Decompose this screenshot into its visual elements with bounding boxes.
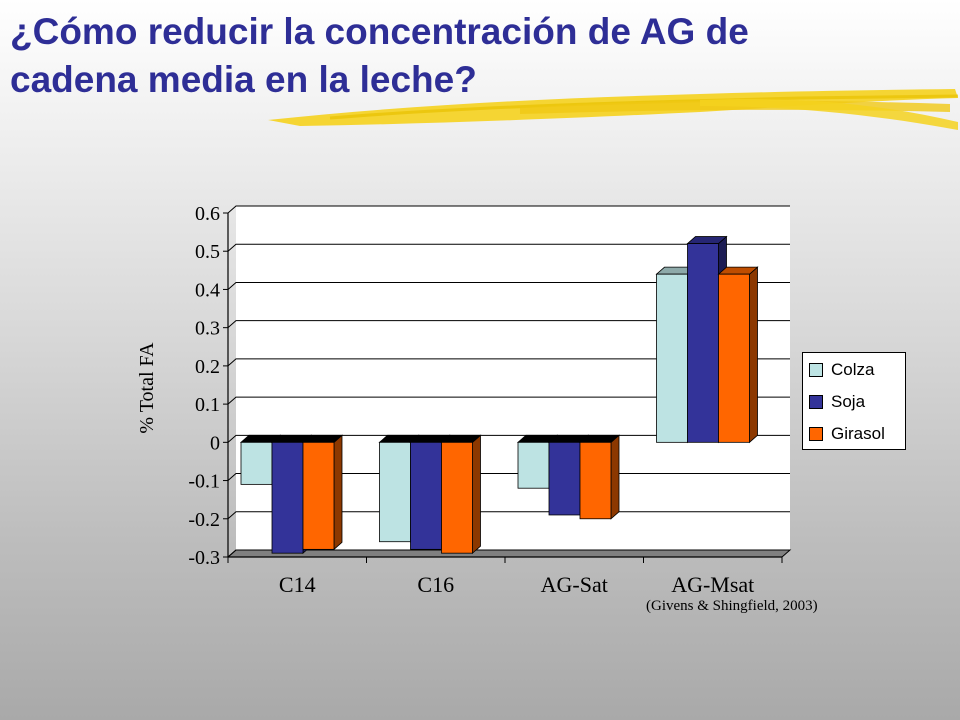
- bar-soja-ag-msat: [687, 243, 719, 443]
- gridline: [227, 281, 790, 290]
- gridline: [227, 549, 790, 558]
- bar-girasol-ag-sat-side: [610, 434, 620, 520]
- legend-item-colza: Colza: [809, 359, 874, 381]
- legend-item-girasol: Girasol: [809, 423, 885, 445]
- legend-swatch-colza: [809, 363, 823, 377]
- y-tick-label: -0.3: [188, 547, 220, 569]
- x-category-label: C16: [417, 572, 454, 597]
- gridline: [227, 358, 790, 367]
- legend-item-soja: Soja: [809, 391, 865, 413]
- slide-title-line-1: ¿Cómo reducir la concentración de AG de: [10, 11, 749, 52]
- gridline: [227, 243, 790, 252]
- bar-girasol-ag-sat: [579, 441, 612, 520]
- title-underline-decoration: [268, 89, 959, 130]
- x-category-label: C14: [279, 572, 316, 597]
- slide-title-line-2: cadena media en la leche?: [10, 59, 477, 100]
- y-tick-label: 0.6: [195, 203, 220, 225]
- y-tick-label: -0.2: [188, 509, 220, 531]
- y-axis-label: % Total FA: [136, 342, 158, 434]
- chart-legend: Colza Soja Girasol: [802, 352, 906, 450]
- bar-girasol-ag-msat-side: [749, 266, 758, 444]
- bar-colza-ag-msat: [656, 273, 688, 443]
- legend-label-girasol: Girasol: [831, 424, 885, 443]
- slide-title: ¿Cómo reducir la concentración de AG de …: [10, 8, 910, 104]
- y-tick-label: 0.5: [195, 241, 220, 263]
- legend-label-soja: Soja: [831, 392, 866, 411]
- bar-colza-c14: [240, 441, 273, 485]
- bar-soja-c14: [271, 441, 304, 554]
- y-tick-label: 0.1: [195, 394, 220, 416]
- legend-swatch-girasol: [809, 427, 823, 441]
- y-tick-label: -0.1: [188, 471, 220, 493]
- plot-wall: [228, 206, 790, 557]
- y-tick-label: 0: [210, 432, 220, 454]
- bar-soja-c16: [410, 441, 442, 550]
- plot-floor: [226, 549, 792, 558]
- bar-girasol-ag-msat: [718, 273, 750, 443]
- y-tick-label: 0.3: [195, 318, 220, 340]
- legend-label-colza: Colza: [831, 360, 875, 379]
- bar-colza-ag-sat: [517, 441, 550, 489]
- bar-girasol-c14: [302, 441, 335, 550]
- bar-colza-c16: [379, 441, 411, 543]
- gridline: [227, 320, 790, 329]
- x-category-label: AG-Sat: [541, 572, 608, 597]
- gridline: [227, 396, 790, 405]
- gridline: [227, 205, 790, 214]
- legend-swatch-soja: [809, 395, 823, 409]
- bar-girasol-c16-side: [472, 434, 481, 555]
- source-citation: (Givens & Shingfield, 2003): [646, 598, 818, 614]
- x-category-label: AG-Msat: [671, 572, 754, 597]
- y-tick-label: 0.2: [195, 356, 220, 378]
- y-tick-label: 0.4: [195, 279, 220, 301]
- bar-girasol-c16: [441, 441, 473, 554]
- bar-girasol-c14-side: [333, 434, 343, 551]
- bar-soja-ag-sat: [548, 441, 581, 516]
